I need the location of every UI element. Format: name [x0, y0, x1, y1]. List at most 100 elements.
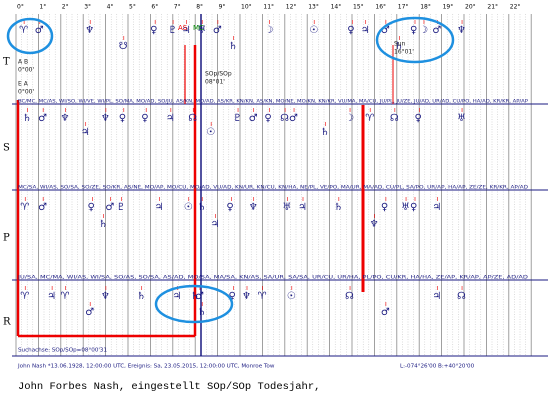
degree-label: 0° [17, 4, 24, 11]
degree-label: 11° [263, 4, 274, 11]
highlight [154, 284, 234, 324]
degree-label: 20° [465, 4, 476, 11]
note: 16°01' [394, 49, 414, 56]
planet-glyph: ♀ [347, 25, 354, 36]
planet-glyph: ♀ [229, 291, 236, 302]
planet-glyph: ♅ [401, 202, 410, 213]
planet-glyph: ♃ [298, 202, 307, 213]
planet-glyph: ♆ [61, 113, 70, 124]
planet-glyph: ♂ [105, 202, 114, 213]
planet-glyph: ☽ [264, 25, 273, 36]
abbrev-row: MC/SA, WI/AS, SO/SA, SO/ZE, SO/KR, AS/NE… [18, 185, 529, 191]
degree-label: 4° [107, 4, 114, 11]
degree-label: 14° [331, 4, 342, 11]
planet-glyph: ♀ [141, 113, 148, 124]
note: Sun [394, 41, 406, 48]
planet-glyph: ♄ [197, 202, 206, 213]
glyph-layer: ♈ ♂ ♆☋♀ ♇ ♃ ♅ ♂♄☽ ☉ ♀ ♃ ♂♄♀ ☽ ♂ ♆♄ ♂ ♆♃♆ ♀ ♀ ♃ ☊☉♇ ♂ ♀ ☊ ♂♄☽ ♈ ☊ ♀… [19, 20, 466, 318]
planet-glyph: ♂ [432, 25, 441, 36]
planet-glyph: ♆ [457, 25, 466, 36]
planet-glyph: ☉ [309, 25, 318, 36]
planet-glyph: ♃ [211, 219, 220, 230]
planet-glyph: ♀ [381, 202, 388, 213]
planet-glyph: ♈ [20, 291, 29, 302]
planet-glyph: ♇ [168, 25, 177, 36]
planet-glyph: ♇ [233, 113, 242, 124]
degree-label: 5° [129, 4, 136, 11]
degree-label: 15° [353, 4, 364, 11]
planet-glyph: ♀ [414, 113, 421, 124]
abbrev-row: JU/SA, MC/MA, WI/AS, WI/SA, SO/AS, SO/SA… [17, 275, 529, 281]
degree-label: 16° [375, 4, 386, 11]
planet-glyph: ♃ [166, 113, 175, 124]
degree-label: 10° [241, 4, 252, 11]
planet-glyph: ☊ [390, 113, 399, 124]
planet-glyph: ♃ [361, 25, 370, 36]
planet-glyph: ☽ [419, 25, 428, 36]
planet-glyph: ☉ [206, 127, 215, 138]
planet-glyph: ♀ [150, 25, 157, 36]
planet-glyph: ♃ [182, 25, 191, 36]
planet-glyph: ♄ [394, 41, 403, 52]
planet-glyph: ☽ [345, 113, 354, 124]
degree-label: 18° [420, 4, 431, 11]
footer-info: John Nash *13.06.1928, 12:00:00 UTC, Ere… [17, 364, 275, 370]
footer-coords: L:-074°26'00 B:+40°20'00 [400, 364, 475, 370]
degree-label: 22° [510, 4, 521, 11]
note: 08°01' [205, 79, 225, 86]
planet-glyph: ♀ [87, 202, 94, 213]
planet-glyph: ♅ [282, 202, 291, 213]
planet-glyph: ♂ [38, 113, 47, 124]
abbrev-row: BC/MC, MC/AS, WI/SO, WI/VE, WI/PL, SO/MA… [18, 99, 528, 105]
highlight [375, 16, 455, 64]
planet-glyph: ♄ [22, 113, 31, 124]
planet-glyph: ♀ [410, 202, 417, 213]
note: A B [18, 59, 28, 66]
planet-glyph: ♆ [249, 202, 258, 213]
degree-label: 17° [398, 4, 409, 11]
planet-glyph: ♃ [81, 127, 90, 138]
planet-glyph: ♄ [197, 307, 206, 318]
planet-glyph: ♂ [35, 25, 44, 36]
planet-glyph: ♈ [19, 25, 28, 36]
planet-glyph: ♂ [85, 307, 94, 318]
planet-glyph: ♆ [85, 25, 94, 36]
planet-glyph: ♂ [249, 113, 258, 124]
planet-glyph: ☊ [188, 113, 197, 124]
degree-label: 6° [151, 4, 158, 11]
planet-glyph: ♀ [264, 113, 271, 124]
planet-glyph: ☊ [345, 291, 354, 302]
degree-label: 7° [174, 4, 181, 11]
planet-glyph: ☉ [184, 202, 193, 213]
row-letter: P [3, 233, 10, 244]
planet-glyph: ♅ [457, 113, 466, 124]
planet-glyph: ♃ [47, 291, 56, 302]
planet-glyph: ☉ [287, 291, 296, 302]
degree-label: 3° [84, 4, 91, 11]
degree-label: 19° [443, 4, 454, 11]
planet-glyph: ♆ [101, 113, 110, 124]
planet-glyph: ♂ [195, 291, 204, 302]
caption: John Forbes Nash, eingestellt SOp/SOp To… [18, 381, 320, 393]
planet-glyph: ♄ [99, 219, 108, 230]
planet-glyph: ♂ [213, 25, 222, 36]
planet-glyph: ♈ [61, 291, 70, 302]
note: 0°00' [18, 67, 34, 74]
planet-glyph: ♂ [381, 307, 390, 318]
planet-glyph: ♃ [155, 202, 164, 213]
planet-glyph: ♅ [197, 25, 206, 36]
mc-label: MC [193, 24, 204, 32]
degree-label: 1° [39, 4, 46, 11]
degree-label: 12° [286, 4, 297, 11]
note: E A [18, 81, 29, 88]
planet-glyph: ♆ [101, 291, 110, 302]
planet-glyph: ♂ [289, 113, 298, 124]
planet-glyph: ♄ [137, 291, 146, 302]
planet-glyph: ♈ [20, 202, 29, 213]
row-letter: R [3, 317, 11, 328]
planet-glyph: ♄ [334, 202, 343, 213]
row-letter: S [3, 143, 10, 154]
planet-glyph: ♂ [381, 25, 390, 36]
